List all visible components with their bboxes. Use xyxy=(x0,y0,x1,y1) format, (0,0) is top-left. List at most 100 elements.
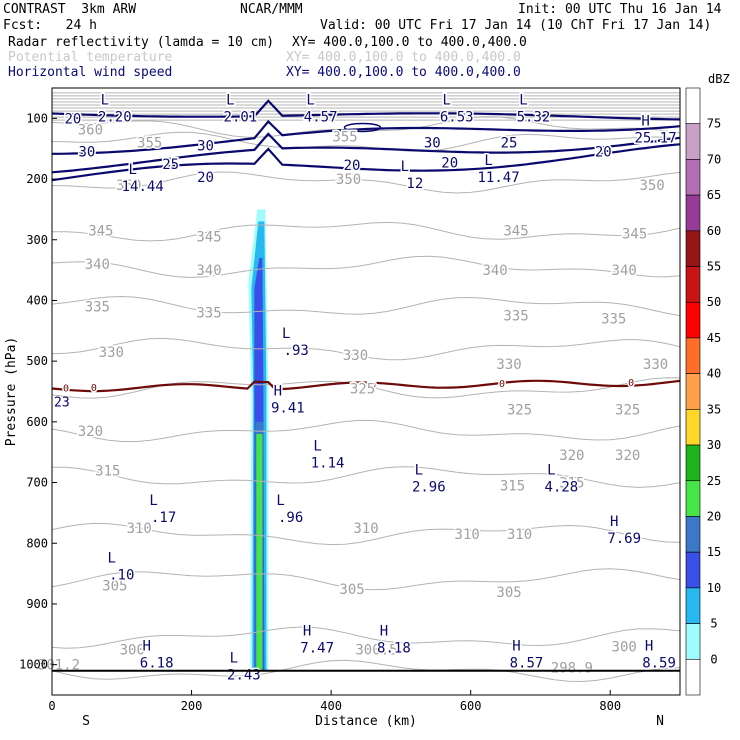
wind-extremum-value: 2.01 xyxy=(224,109,258,125)
theta-label-325: 325 xyxy=(615,403,640,419)
wind-extremum-value: 25.17 xyxy=(634,131,676,147)
wind-extremum-value: 6.53 xyxy=(440,109,474,125)
theta-contour-355 xyxy=(51,131,681,152)
theta-label-350: 350 xyxy=(116,178,141,194)
theta-label-300.5: 300.5 xyxy=(355,642,397,658)
wind-extremum-marker: H xyxy=(645,639,653,655)
zero-isotherm-label: 0 xyxy=(499,379,505,390)
wind-extremum-marker: H xyxy=(641,114,649,130)
wind-label-20: 20 xyxy=(441,156,458,172)
y-tick-label: 600 xyxy=(26,415,48,429)
colorbar-level-label: 60 xyxy=(707,224,721,238)
wind-extremum-value: 6.18 xyxy=(140,656,174,672)
y-tick-label: 1000 xyxy=(19,658,48,672)
colorbar-swatch xyxy=(685,194,701,232)
y-axis-title: Pressure (hPa) xyxy=(4,337,19,447)
colorbar-swatch xyxy=(685,87,701,125)
x-tick-label: 600 xyxy=(460,699,482,713)
theta-label-310: 310 xyxy=(127,521,152,537)
wind-extremum-value: 2.20 xyxy=(98,109,132,125)
wind-extremum-marker: L xyxy=(401,159,409,175)
colorbar-swatch xyxy=(685,658,701,696)
theta-label-340: 340 xyxy=(85,257,110,273)
wind-closed-contour xyxy=(343,122,382,133)
wind-extremum-marker: L xyxy=(101,92,109,108)
colorbar-swatch xyxy=(685,409,701,446)
zero-isotherm-line xyxy=(51,379,681,393)
x-tick-label: 200 xyxy=(181,699,203,713)
refl-25dbz xyxy=(256,433,263,671)
wind-extremum-marker: L xyxy=(415,463,423,479)
y-tick-label: 900 xyxy=(26,597,48,611)
field2-xy: XY= 400.0,100.0 to 400.0,400.0 xyxy=(286,50,521,65)
theta-label-350: 350 xyxy=(336,172,361,188)
colorbar-swatch xyxy=(685,123,701,160)
wind-extremum-marker: L xyxy=(230,651,238,667)
org-title: NCAR/MMM xyxy=(240,2,303,17)
model-title: CONTRAST 3km ARW xyxy=(3,2,137,17)
y-tick-label: 500 xyxy=(26,354,48,368)
theta-label-345: 345 xyxy=(503,224,528,240)
wind-extremum-value: .10 xyxy=(109,568,134,584)
x-tick-label: 400 xyxy=(320,699,342,713)
wind-extremum-value: 7.47 xyxy=(300,640,334,656)
y-tick-label: 800 xyxy=(26,536,48,550)
wind-30 xyxy=(52,119,681,155)
field3-xy: XY= 400.0,100.0 to 400.0,400.0 xyxy=(286,65,521,80)
field2-name: Potential temperature xyxy=(8,50,173,65)
wind-label-20: 20 xyxy=(197,170,214,186)
zero-isotherm-label: 0 xyxy=(91,383,97,394)
wind-extremum-value: 9.41 xyxy=(271,401,305,417)
wind-extremum-value: 14.44 xyxy=(122,179,164,195)
colorbar-swatch xyxy=(685,337,701,374)
x-axis-left-end: S xyxy=(82,714,90,729)
wind-extremum-value: 8.59 xyxy=(642,656,676,672)
theta-label-355: 355 xyxy=(332,130,357,146)
theta-contour-350 xyxy=(51,171,681,194)
wind-extremum-marker: L xyxy=(149,493,157,509)
wind-extremum-marker: L xyxy=(306,92,314,108)
field1-name: Radar reflectivity (lamda = 10 cm) xyxy=(8,35,275,50)
x-tick-label: 800 xyxy=(599,699,621,713)
wind-extremum-value: 12 xyxy=(406,176,423,192)
theta-contour-340 xyxy=(51,255,681,279)
wind-extremum-value: 2.96 xyxy=(412,480,446,496)
theta-contour-345 xyxy=(52,221,681,242)
y-tick-label: 700 xyxy=(26,476,48,490)
plot-frame xyxy=(51,87,681,696)
wind-extremum-marker: L xyxy=(313,438,321,454)
wind-25 xyxy=(51,132,681,174)
theta-label-335: 335 xyxy=(503,309,528,325)
y-tick-label: 200 xyxy=(26,172,48,186)
theta-label-315: 315 xyxy=(95,463,120,479)
theta-label-360: 360 xyxy=(78,122,103,138)
wind-extremum-value: 7.69 xyxy=(607,531,641,547)
colorbar-level-label: 30 xyxy=(707,438,721,452)
theta-label-345: 345 xyxy=(196,230,221,246)
wind-extremum-value: 1.14 xyxy=(311,455,345,471)
theta-label-345: 345 xyxy=(88,224,113,240)
wind-label-25: 25 xyxy=(162,157,179,173)
field3-name: Horizontal wind speed xyxy=(8,65,173,80)
colorbar-level-label: 75 xyxy=(707,117,721,131)
theta-label-320: 320 xyxy=(78,424,103,440)
wind-extremum-marker: H xyxy=(610,514,618,530)
theta-contour-305 xyxy=(51,568,681,591)
theta-contour-320 xyxy=(51,419,681,443)
x-axis-right-end: N xyxy=(656,714,664,729)
theta-label-330: 330 xyxy=(496,357,521,373)
theta-contour-330 xyxy=(51,337,681,361)
colorbar-level-label: 45 xyxy=(707,331,721,345)
y-tick-label: 100 xyxy=(26,111,48,125)
wind-extremum-marker: H xyxy=(303,623,311,639)
colorbar-level-label: 70 xyxy=(707,152,721,166)
wind-20-upper xyxy=(51,99,681,121)
theta-label-335: 335 xyxy=(196,306,221,322)
theta-contours xyxy=(51,92,681,683)
colorbar-level-label: 65 xyxy=(707,188,721,202)
wind-extremum-value: 4.57 xyxy=(304,109,338,125)
theta-label-350: 350 xyxy=(639,178,664,194)
field1-xy: XY= 400.0,100.0 to 400.0,400.0 xyxy=(292,35,527,50)
theta-label-335: 335 xyxy=(85,300,110,316)
